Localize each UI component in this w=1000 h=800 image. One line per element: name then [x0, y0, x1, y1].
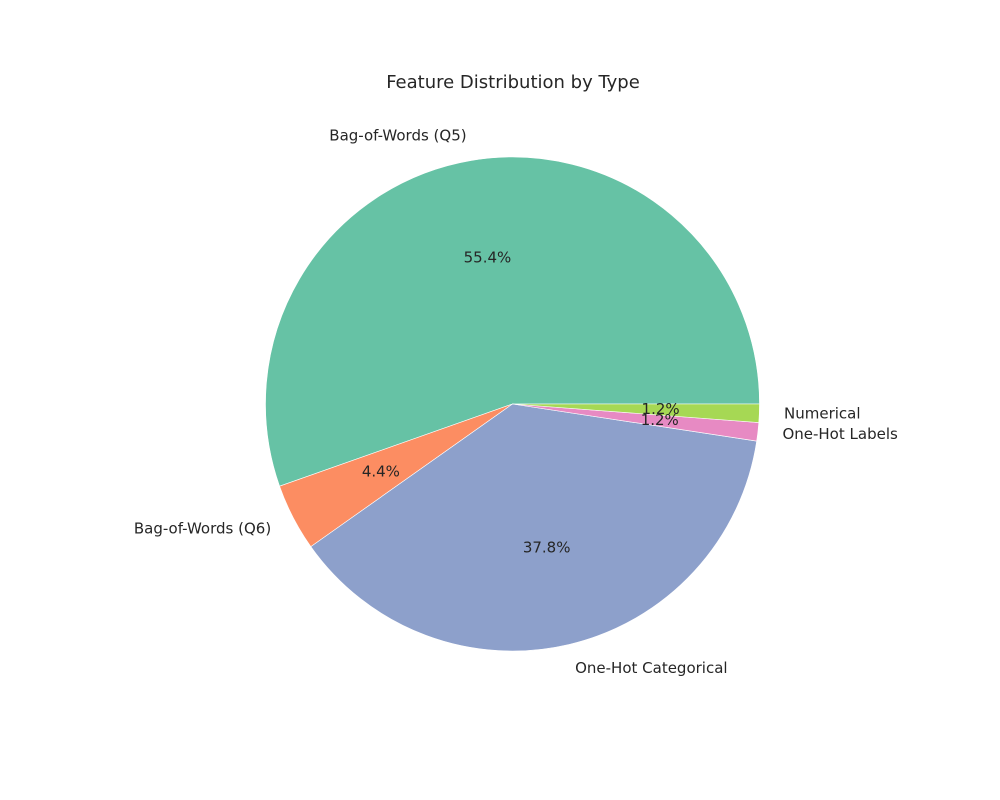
slice-pct-one-hot-categorical: 37.8%: [523, 539, 571, 557]
slice-label-one-hot-categorical: One-Hot Categorical: [575, 659, 727, 677]
slice-pct-bag-of-words-q6: 4.4%: [362, 463, 400, 481]
chart-title: Feature Distribution by Type: [386, 72, 640, 93]
slice-label-one-hot-labels: One-Hot Labels: [782, 425, 898, 443]
slice-pct-one-hot-labels: 1.2%: [641, 411, 679, 429]
slice-label-numerical: Numerical: [784, 405, 861, 423]
slice-pct-bag-of-words-q5: 55.4%: [464, 248, 512, 266]
pie-slice-numerical: [512, 403, 760, 423]
slices-layer: [265, 156, 760, 652]
slice-label-bag-of-words-q5: Bag-of-Words (Q5): [329, 127, 466, 145]
slice-pct-numerical: 1.2%: [642, 400, 680, 418]
pie-slice-one-hot-categorical: [310, 403, 758, 652]
slice-label-bag-of-words-q6: Bag-of-Words (Q6): [134, 519, 271, 537]
labels-layer: Bag-of-Words (Q5) 55.4% Bag-of-Words (Q6) 4…: [134, 127, 898, 677]
